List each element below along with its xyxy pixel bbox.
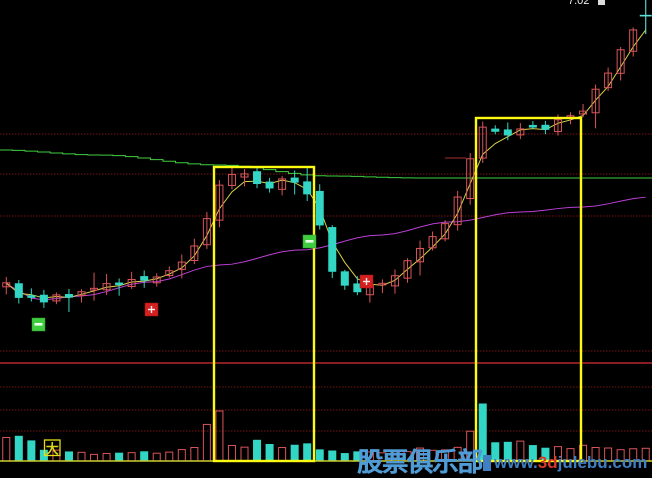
svg-text:大: 大 bbox=[46, 442, 59, 457]
svg-text:7.02: 7.02 bbox=[568, 0, 589, 7]
